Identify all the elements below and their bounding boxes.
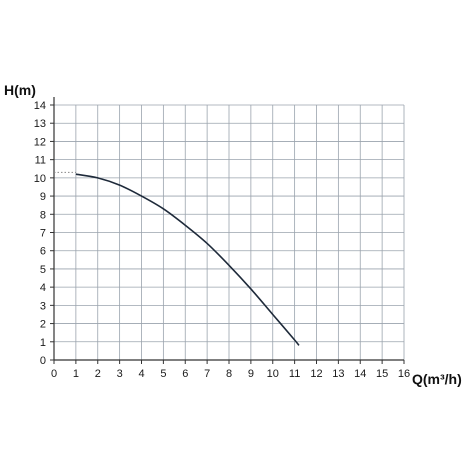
x-tick-label: 10 xyxy=(267,368,279,380)
x-tick-label: 9 xyxy=(248,368,254,380)
x-axis-title: Q(m³/h) xyxy=(412,371,462,387)
x-tick-label: 5 xyxy=(160,368,166,380)
x-tick-label: 11 xyxy=(289,368,300,380)
y-tick-label: 8 xyxy=(40,209,46,221)
x-tick-label: 12 xyxy=(310,368,322,380)
x-tick-label: 7 xyxy=(204,368,210,380)
y-tick-label: 9 xyxy=(40,191,46,203)
y-tick-label: 2 xyxy=(40,319,46,331)
x-tick-labels: 0 1 2 3 4 5 6 7 8 9 10 11 12 13 14 15 16 xyxy=(51,368,410,380)
y-tick-label: 11 xyxy=(35,155,46,167)
y-tick-label: 14 xyxy=(34,100,46,112)
x-tick-label: 2 xyxy=(95,368,101,380)
y-tick-label: 13 xyxy=(34,118,46,130)
y-tick-label: 6 xyxy=(40,246,46,258)
y-tick-label: 3 xyxy=(40,300,46,312)
y-axis-title: H(m) xyxy=(4,82,36,98)
x-tick-label: 0 xyxy=(51,368,57,380)
y-tick-label: 10 xyxy=(34,173,46,185)
x-tick-label: 14 xyxy=(354,368,366,380)
y-tick-label: 12 xyxy=(34,136,46,148)
x-tick-label: 4 xyxy=(138,368,144,380)
x-tick-label: 3 xyxy=(117,368,123,380)
axes xyxy=(50,97,405,364)
x-tick-label: 15 xyxy=(376,368,388,380)
x-tick-label: 6 xyxy=(182,368,188,380)
y-tick-label: 4 xyxy=(40,282,46,294)
x-tick-label: 13 xyxy=(332,368,344,380)
grid-lines xyxy=(54,104,405,360)
x-tick-label: 1 xyxy=(73,368,79,380)
pump-curve-line xyxy=(75,173,300,346)
y-tick-label: 5 xyxy=(40,264,46,276)
x-tick-label: 8 xyxy=(226,368,232,380)
y-tick-label: 1 xyxy=(40,337,46,349)
y-tick-label: 7 xyxy=(40,228,46,240)
y-tick-label: 0 xyxy=(40,355,46,367)
x-tick-label: 16 xyxy=(398,368,410,380)
series xyxy=(75,173,300,346)
